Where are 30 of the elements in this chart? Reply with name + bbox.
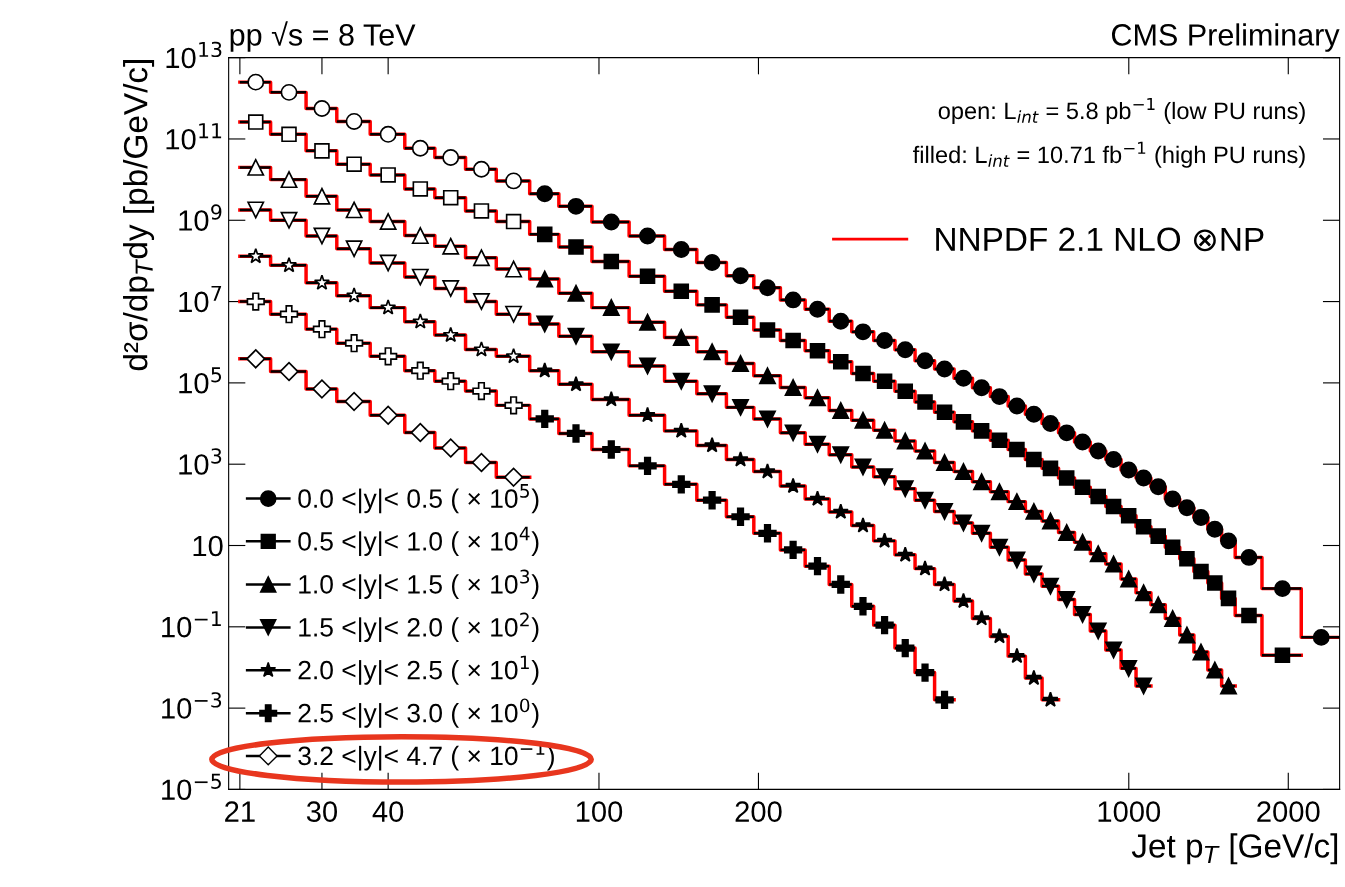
x-tick-label: 1000: [1098, 801, 1161, 822]
legend-label: 0.5 <|y|< 1.0 ( × 10$^{4}$): [298, 526, 539, 557]
y-tick-label: 10$^{−3}$: [162, 692, 222, 719]
y-tick-label: 10$^{3}$: [179, 448, 222, 475]
y-tick-label: 10$^{13}$: [166, 41, 222, 69]
y-tick-label: 10: [193, 535, 223, 557]
annotation: open: L$_{int}$ = 5.8 pb$^{−1}$ (low PU runs): [938, 97, 1305, 124]
annotation: filled: L$_{int}$ = 10.71 fb$^{−1}$ (high PU runs): [913, 141, 1305, 168]
y-tick-label: 10$^{7}$: [179, 285, 222, 313]
x-tick-label: 2000: [1257, 801, 1320, 822]
text: CMS Preliminary: [1111, 23, 1340, 52]
x-tick-label: 30: [306, 801, 338, 822]
x-tick-label: 100: [576, 801, 623, 822]
text: pp √s = 8 TeV: [230, 21, 416, 52]
legend-label: 2.5 <|y|< 3.0 ( × 10$^{0}$): [298, 698, 539, 728]
y-axis-title: d²σ/dp$_{T}$dy [pb/GeV/c]: [123, 60, 155, 371]
x-axis-title: Jet p$_{T}$ [GeV/c]: [1131, 833, 1338, 865]
y-tick-label: 10$^{−5}$: [162, 773, 221, 801]
x-tick-label: 40: [372, 801, 404, 822]
y-tick-label: 10$^{5}$: [179, 367, 222, 394]
x-tick-label: 21: [225, 801, 255, 822]
legend-label: 1.0 <|y|< 1.5 ( × 10$^{3}$): [299, 569, 539, 600]
legend-label: 0.0 <|y|< 0.5 ( × 10$^{5}$): [298, 484, 539, 514]
x-tick-label: 200: [735, 801, 782, 822]
y-tick-label: 10$^{−1}$: [162, 611, 221, 638]
legend-label: 1.5 <|y|< 2.0 ( × 10$^{2}$): [299, 612, 539, 643]
legend-label: NNPDF 2.1 NLO ⊗NP: [936, 227, 1264, 252]
legend-label: 2.0 <|y|< 2.5 ( × 10$^{1}$): [298, 655, 539, 685]
y-tick-label: 10$^{11}$: [166, 123, 222, 150]
y-tick-label: 10$^{9}$: [179, 204, 222, 231]
